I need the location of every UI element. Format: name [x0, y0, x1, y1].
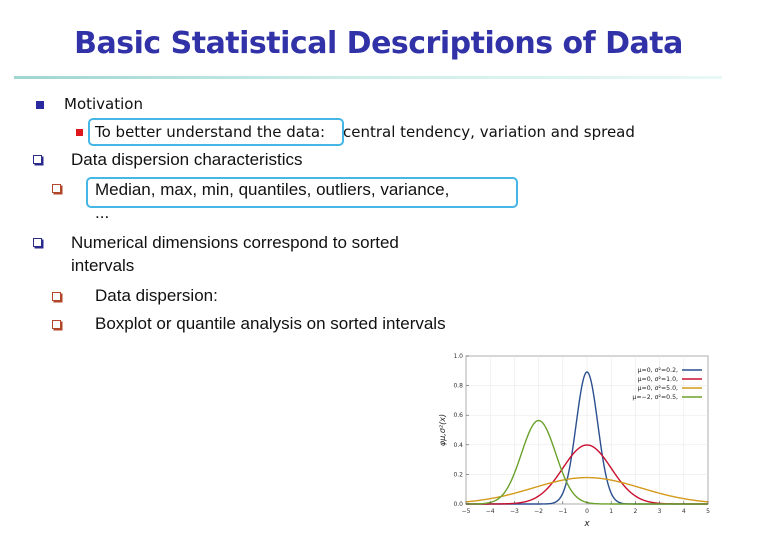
- numerical-line2: intervals: [71, 256, 135, 275]
- legend-label: μ=−2, σ²=0.5,: [632, 394, 678, 401]
- bullet-hollow-square-icon: [52, 320, 61, 329]
- y-axis-label: φμ,σ²(x): [438, 414, 447, 446]
- x-tick-label: −4: [486, 508, 495, 515]
- y-ticks: 0.0 0.2 0.4 0.6 0.8 1.0: [453, 353, 469, 508]
- x-tick-label: 4: [682, 508, 686, 515]
- bullet-square-icon: [76, 129, 83, 136]
- numerical-line1: Numerical dimensions correspond to sorte…: [71, 233, 399, 252]
- y-tick-label: 1.0: [453, 353, 463, 360]
- y-tick-label: 0.8: [453, 383, 463, 390]
- x-tick-label: 0: [585, 508, 589, 515]
- dispersion-items-line2: ...: [95, 203, 110, 222]
- x-tick-label: 2: [633, 508, 637, 515]
- title-underline: [14, 76, 722, 79]
- normal-distribution-chart: −5 −4 −3 −2 −1 0 1 2 3 4 5 0.0 0.2 0.4 0.6 0.8 1.0 x φμ…: [436, 348, 716, 530]
- motivation-sub-rest: central tendency, variation and spread: [343, 123, 635, 141]
- x-tick-label: −5: [462, 508, 471, 515]
- chart-svg: −5 −4 −3 −2 −1 0 1 2 3 4 5 0.0 0.2 0.4 0.6 0.8 1.0 x φμ…: [438, 353, 710, 529]
- x-tick-label: −2: [534, 508, 543, 515]
- bullet-hollow-square-icon: [52, 184, 61, 193]
- legend: μ=0, σ²=0.2, μ=0, σ²=1.0, μ=0, σ²=5.0, μ=−2…: [632, 367, 702, 401]
- x-ticks: −5 −4 −3 −2 −1 0 1 2 3 4 5: [462, 501, 710, 515]
- bullet-hollow-square-icon: [52, 292, 61, 301]
- x-tick-label: 5: [706, 508, 710, 515]
- legend-label: μ=0, σ²=1.0,: [638, 376, 678, 383]
- x-tick-label: 1: [609, 508, 613, 515]
- x-axis-label: x: [583, 519, 590, 529]
- bullet-hollow-square-icon: [33, 155, 42, 164]
- dispersion-items-line1: Median, max, min, quantiles, outliers, v…: [95, 180, 450, 199]
- sub-item-boxplot: Boxplot or quantile analysis on sorted i…: [95, 314, 446, 333]
- bullet-square-icon: [36, 101, 44, 109]
- dispersion-heading: Data dispersion characteristics: [71, 150, 303, 169]
- y-tick-label: 0.0: [453, 501, 463, 508]
- motivation-label: Motivation: [64, 95, 143, 113]
- y-tick-label: 0.6: [453, 412, 463, 419]
- highlight-box: [88, 118, 344, 146]
- highlight-box: [86, 177, 518, 208]
- y-tick-label: 0.2: [453, 471, 463, 478]
- slide-title: Basic Statistical Descriptions of Data: [74, 26, 683, 61]
- motivation-sub-highlight: To better understand the data:: [95, 123, 326, 141]
- series-line-2: [465, 476, 709, 503]
- x-tick-label: 3: [658, 508, 662, 515]
- legend-label: μ=0, σ²=5.0,: [638, 385, 678, 392]
- y-tick-label: 0.4: [453, 442, 463, 449]
- x-tick-label: −1: [558, 508, 567, 515]
- legend-label: μ=0, σ²=0.2,: [638, 367, 678, 374]
- sub-item-dispersion: Data dispersion:: [95, 286, 218, 305]
- bullet-hollow-square-icon: [33, 238, 42, 247]
- x-tick-label: −3: [510, 508, 519, 515]
